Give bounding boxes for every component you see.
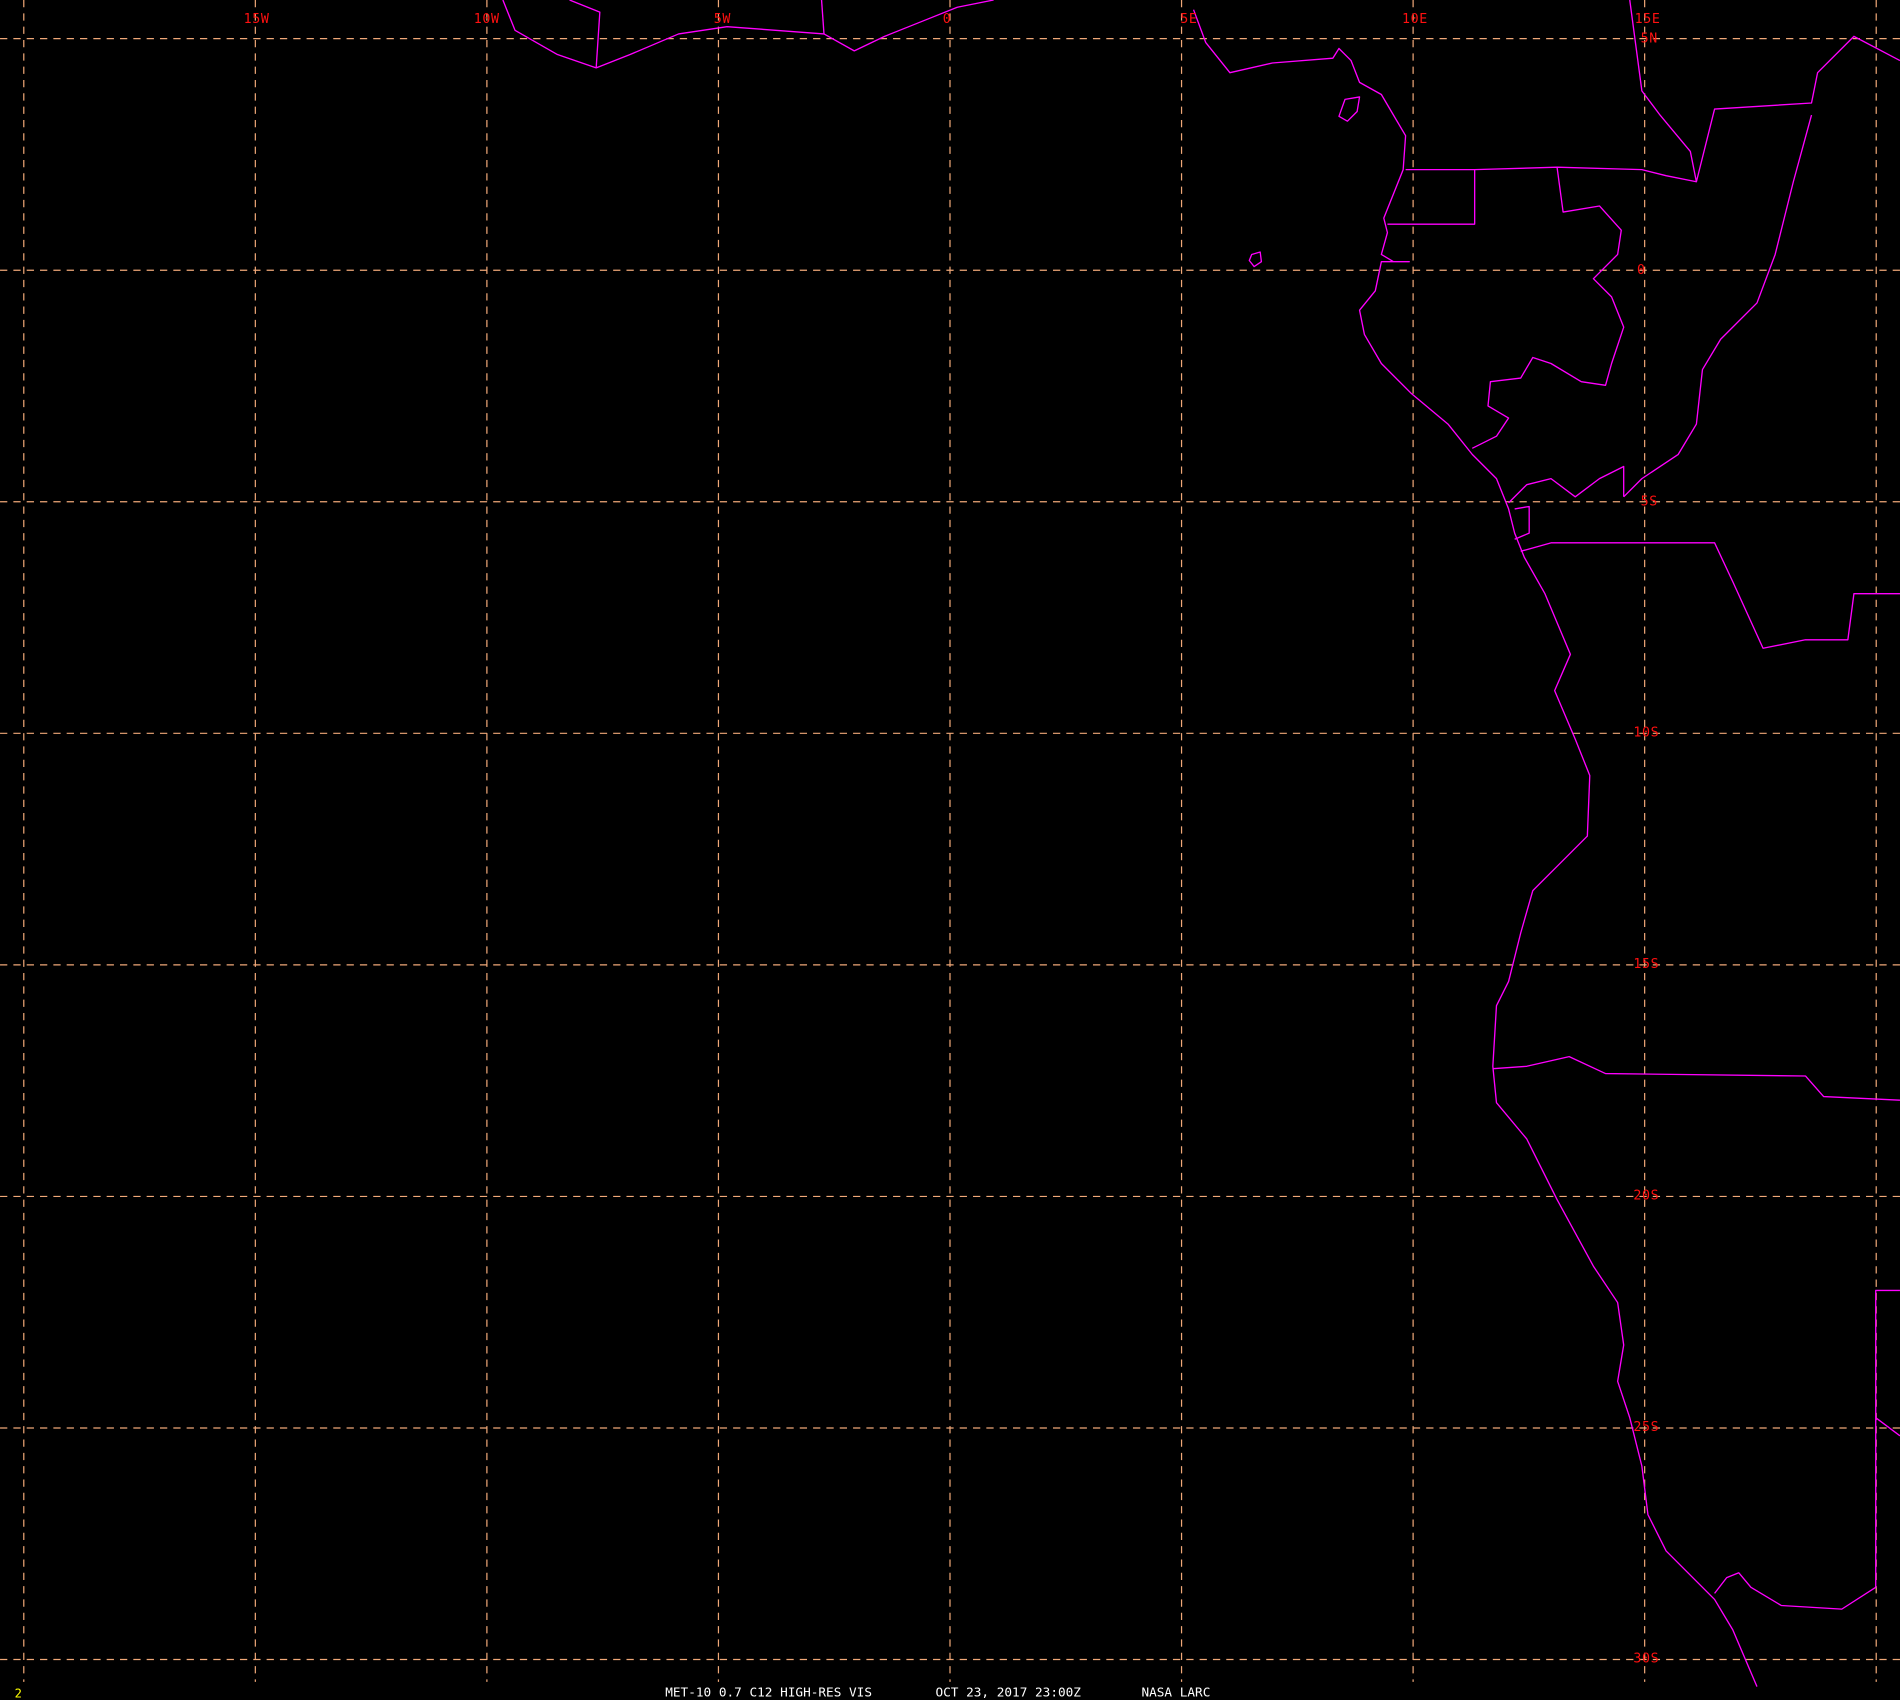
border-congo-drc (1623, 114, 1813, 498)
frame-number: 2 (15, 1687, 22, 1700)
lat-label: 15S (1633, 957, 1659, 972)
coastline-segment (569, 0, 601, 68)
island-sao-tome (1248, 251, 1263, 268)
border-gabon-congo (1471, 167, 1625, 449)
border-angola-north (1520, 542, 1900, 649)
lon-label: 10E (1402, 12, 1428, 27)
lat-label: 25S (1633, 1420, 1659, 1435)
lat-label: 0 (1637, 263, 1646, 278)
border-angola-namibia (1492, 1055, 1900, 1101)
footer-datetime: OCT 23, 2017 23:00Z (935, 1684, 1081, 1699)
lon-label: 15W (244, 12, 270, 27)
lat-label: 10S (1633, 726, 1659, 741)
lon-label: 0 (943, 12, 952, 27)
border-equatorial-guinea (1387, 168, 1476, 225)
coastline-central-africa (1192, 9, 1758, 1687)
border-cabinda (1508, 465, 1625, 504)
lat-labels: 5N 0 5S 10S 15S 20S 25S 30S (1633, 31, 1659, 1666)
border-cameroon-gabon-congo (1474, 166, 1697, 183)
coastline-segment (820, 0, 825, 34)
lat-label: 5N (1641, 31, 1658, 46)
lon-label: 15E (1635, 12, 1661, 27)
border-segment (1875, 1417, 1900, 1437)
lat-label: 20S (1633, 1189, 1659, 1204)
border-cabinda-enclave (1514, 505, 1530, 540)
lon-label: 5E (1180, 12, 1197, 27)
lon-label: 5W (714, 12, 732, 27)
coastline-west-africa-north (502, 0, 994, 69)
border-namibia-south-africa (1714, 1289, 1900, 1610)
lat-label: 30S (1633, 1651, 1659, 1666)
footer-satellite: MET-10 0.7 C12 HIGH-RES VIS (665, 1684, 872, 1699)
lat-label: 5S (1641, 494, 1658, 509)
coastlines-borders (502, 0, 1900, 1687)
island-bioko (1338, 96, 1361, 122)
lon-labels: 15W 10W 5W 0 5E 10E 15E (244, 12, 1661, 27)
footer-source: NASA LARC (1141, 1684, 1210, 1699)
lon-label: 10W (474, 12, 500, 27)
border-congo-car (1629, 0, 1900, 183)
